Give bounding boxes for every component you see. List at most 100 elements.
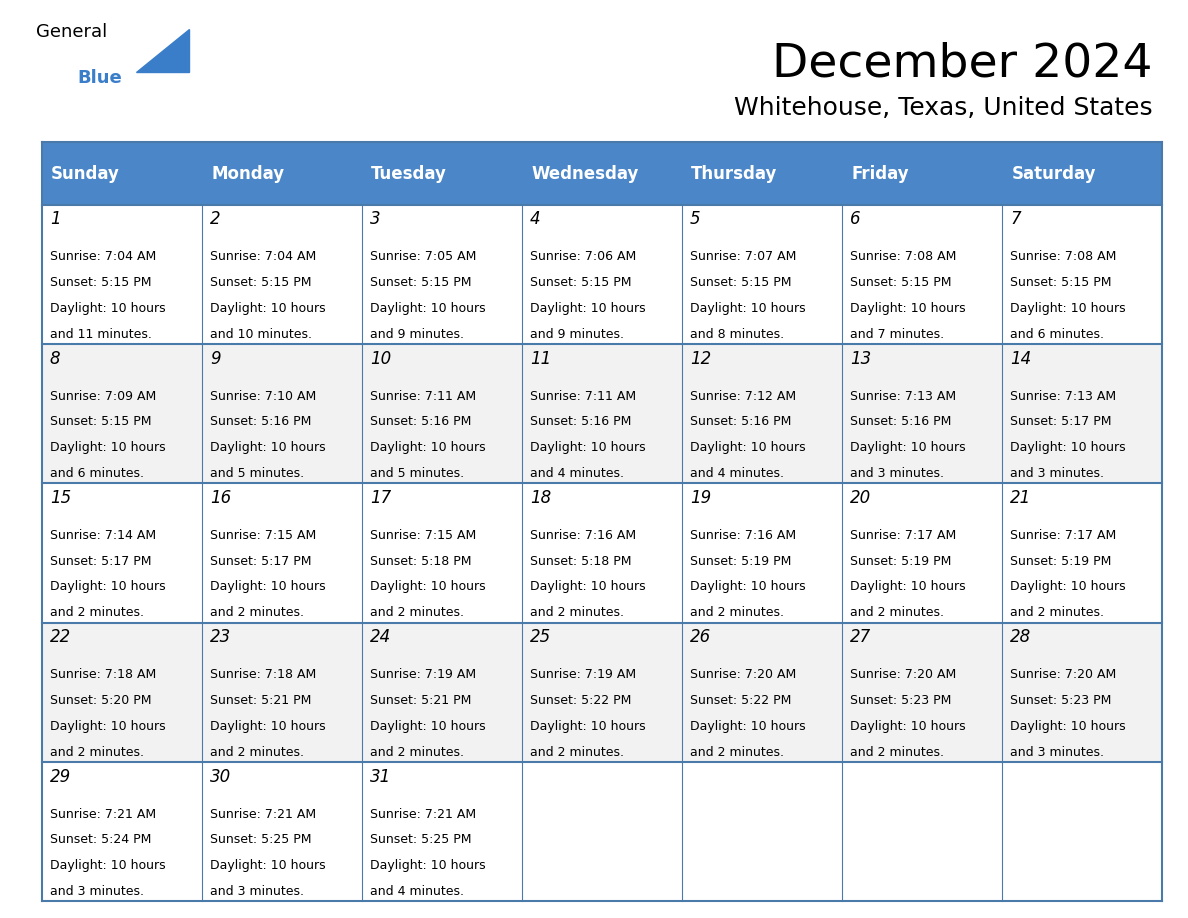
Text: and 8 minutes.: and 8 minutes.: [690, 328, 784, 341]
Text: Saturday: Saturday: [1011, 164, 1095, 183]
Text: 9: 9: [210, 350, 221, 367]
Text: Daylight: 10 hours: Daylight: 10 hours: [369, 441, 486, 454]
Text: Sunset: 5:20 PM: Sunset: 5:20 PM: [50, 694, 151, 707]
Text: and 9 minutes.: and 9 minutes.: [530, 328, 624, 341]
Text: Sunrise: 7:14 AM: Sunrise: 7:14 AM: [50, 529, 156, 542]
Text: 18: 18: [530, 489, 551, 507]
Text: and 2 minutes.: and 2 minutes.: [50, 745, 144, 758]
Text: and 5 minutes.: and 5 minutes.: [210, 467, 304, 480]
Polygon shape: [137, 29, 189, 72]
Text: Wednesday: Wednesday: [531, 164, 639, 183]
Text: and 2 minutes.: and 2 minutes.: [851, 745, 944, 758]
Bar: [361, 142, 522, 205]
Text: Daylight: 10 hours: Daylight: 10 hours: [690, 720, 805, 733]
Text: 31: 31: [369, 767, 391, 786]
Bar: [1001, 142, 1162, 205]
Text: Daylight: 10 hours: Daylight: 10 hours: [50, 441, 165, 454]
Text: Thursday: Thursday: [691, 164, 778, 183]
Text: 10: 10: [369, 350, 391, 367]
Text: Friday: Friday: [852, 164, 909, 183]
Text: 3: 3: [369, 210, 380, 229]
Text: and 2 minutes.: and 2 minutes.: [690, 606, 784, 620]
Text: Sunset: 5:19 PM: Sunset: 5:19 PM: [690, 554, 791, 567]
Text: Sunrise: 7:04 AM: Sunrise: 7:04 AM: [50, 251, 156, 263]
Bar: [42, 344, 1162, 484]
Text: Sunrise: 7:06 AM: Sunrise: 7:06 AM: [530, 251, 637, 263]
Text: 2: 2: [210, 210, 221, 229]
Text: Daylight: 10 hours: Daylight: 10 hours: [530, 302, 645, 315]
Text: 1: 1: [50, 210, 61, 229]
Text: Sunset: 5:21 PM: Sunset: 5:21 PM: [210, 694, 311, 707]
Text: 30: 30: [210, 767, 232, 786]
Text: Monday: Monday: [211, 164, 284, 183]
Bar: [522, 142, 682, 205]
Text: Daylight: 10 hours: Daylight: 10 hours: [50, 302, 165, 315]
Text: 12: 12: [690, 350, 712, 367]
Text: 17: 17: [369, 489, 391, 507]
Text: Whitehouse, Texas, United States: Whitehouse, Texas, United States: [734, 96, 1152, 120]
Text: and 2 minutes.: and 2 minutes.: [50, 606, 144, 620]
Text: 27: 27: [851, 628, 871, 646]
Text: and 6 minutes.: and 6 minutes.: [1010, 328, 1104, 341]
Text: Sunrise: 7:21 AM: Sunrise: 7:21 AM: [50, 808, 156, 821]
Text: Daylight: 10 hours: Daylight: 10 hours: [851, 441, 966, 454]
Text: General: General: [36, 23, 107, 41]
Text: 16: 16: [210, 489, 232, 507]
Text: Blue: Blue: [77, 69, 122, 87]
Text: 21: 21: [1010, 489, 1031, 507]
Text: Sunrise: 7:16 AM: Sunrise: 7:16 AM: [530, 529, 636, 542]
Text: Sunset: 5:17 PM: Sunset: 5:17 PM: [210, 554, 311, 567]
Text: Sunrise: 7:17 AM: Sunrise: 7:17 AM: [851, 529, 956, 542]
Text: Sunset: 5:15 PM: Sunset: 5:15 PM: [1010, 276, 1112, 289]
Text: Sunset: 5:22 PM: Sunset: 5:22 PM: [690, 694, 791, 707]
Text: Daylight: 10 hours: Daylight: 10 hours: [530, 720, 645, 733]
Text: 14: 14: [1010, 350, 1031, 367]
Text: Daylight: 10 hours: Daylight: 10 hours: [1010, 720, 1126, 733]
Text: Daylight: 10 hours: Daylight: 10 hours: [851, 720, 966, 733]
Text: Sunset: 5:15 PM: Sunset: 5:15 PM: [690, 276, 791, 289]
Text: and 2 minutes.: and 2 minutes.: [530, 606, 624, 620]
Bar: [42, 762, 1162, 901]
Text: 22: 22: [50, 628, 71, 646]
Text: Daylight: 10 hours: Daylight: 10 hours: [50, 720, 165, 733]
Text: 24: 24: [369, 628, 391, 646]
Text: and 2 minutes.: and 2 minutes.: [210, 606, 304, 620]
Text: 15: 15: [50, 489, 71, 507]
Text: Sunrise: 7:10 AM: Sunrise: 7:10 AM: [210, 389, 316, 402]
Text: 29: 29: [50, 767, 71, 786]
Text: Sunrise: 7:20 AM: Sunrise: 7:20 AM: [1010, 668, 1117, 681]
Text: Sunset: 5:18 PM: Sunset: 5:18 PM: [530, 554, 632, 567]
Bar: [842, 142, 1001, 205]
Text: Sunset: 5:17 PM: Sunset: 5:17 PM: [50, 554, 151, 567]
Text: Sunrise: 7:17 AM: Sunrise: 7:17 AM: [1010, 529, 1117, 542]
Text: Sunrise: 7:20 AM: Sunrise: 7:20 AM: [851, 668, 956, 681]
Text: and 4 minutes.: and 4 minutes.: [369, 885, 465, 898]
Text: Daylight: 10 hours: Daylight: 10 hours: [369, 302, 486, 315]
Text: Sunday: Sunday: [51, 164, 120, 183]
Text: 6: 6: [851, 210, 861, 229]
Text: Sunrise: 7:20 AM: Sunrise: 7:20 AM: [690, 668, 796, 681]
Text: 19: 19: [690, 489, 712, 507]
Text: Sunrise: 7:04 AM: Sunrise: 7:04 AM: [210, 251, 316, 263]
Text: and 3 minutes.: and 3 minutes.: [50, 885, 144, 898]
Text: Sunrise: 7:11 AM: Sunrise: 7:11 AM: [369, 389, 476, 402]
Text: and 4 minutes.: and 4 minutes.: [690, 467, 784, 480]
Text: Sunset: 5:24 PM: Sunset: 5:24 PM: [50, 834, 151, 846]
Text: Sunrise: 7:21 AM: Sunrise: 7:21 AM: [210, 808, 316, 821]
Text: and 2 minutes.: and 2 minutes.: [690, 745, 784, 758]
Text: Sunset: 5:16 PM: Sunset: 5:16 PM: [851, 415, 952, 429]
Text: 7: 7: [1010, 210, 1020, 229]
Text: and 6 minutes.: and 6 minutes.: [50, 467, 144, 480]
Text: 13: 13: [851, 350, 871, 367]
Text: 5: 5: [690, 210, 701, 229]
Text: and 11 minutes.: and 11 minutes.: [50, 328, 152, 341]
Text: December 2024: December 2024: [772, 41, 1152, 86]
Text: Daylight: 10 hours: Daylight: 10 hours: [369, 859, 486, 872]
Text: Sunset: 5:17 PM: Sunset: 5:17 PM: [1010, 415, 1112, 429]
Text: 23: 23: [210, 628, 232, 646]
Text: Sunrise: 7:21 AM: Sunrise: 7:21 AM: [369, 808, 476, 821]
Text: Sunset: 5:16 PM: Sunset: 5:16 PM: [690, 415, 791, 429]
Text: Daylight: 10 hours: Daylight: 10 hours: [50, 580, 165, 593]
Text: Sunset: 5:16 PM: Sunset: 5:16 PM: [369, 415, 472, 429]
Text: and 7 minutes.: and 7 minutes.: [851, 328, 944, 341]
